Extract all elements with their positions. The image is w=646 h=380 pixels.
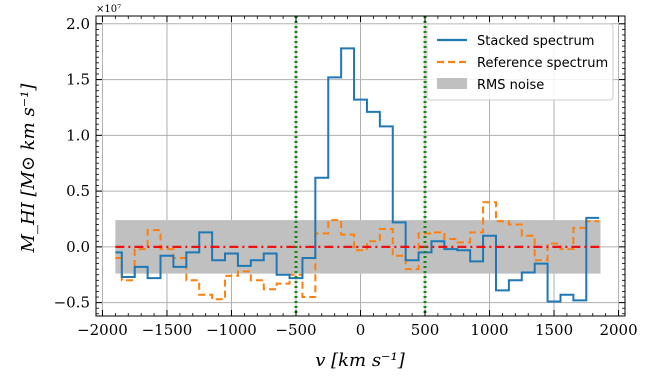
legend-label-rms: RMS noise <box>477 78 544 93</box>
legend-label-stacked: Stacked spectrum <box>477 34 594 49</box>
y-axis-label: M_HI [M⊙ km s⁻¹] <box>18 83 39 254</box>
legend-swatch-rms <box>437 78 467 89</box>
stacked-spectrum-line <box>115 47 600 303</box>
x-tick-label: −1500 <box>142 321 193 339</box>
y-tick-label: 1.0 <box>66 126 90 144</box>
x-axis-label: v [km s⁻¹] <box>315 350 406 371</box>
x-tick-label: 2000 <box>599 321 637 339</box>
ticks: −2000 −1500 −1000 −500 0 500 1000 1500 2000 −0.5 0… <box>54 15 638 339</box>
x-tick-label: 1000 <box>470 321 508 339</box>
legend-label-reference: Reference spectrum <box>477 56 608 71</box>
x-tick-label: 0 <box>356 321 366 339</box>
x-tick-label: 500 <box>411 321 440 339</box>
y-tick-label: −0.5 <box>54 294 90 312</box>
x-tick-label: −500 <box>275 321 316 339</box>
reference-lines-layer <box>115 16 601 316</box>
y-multiplier-label: ×10⁷ <box>96 4 121 15</box>
legend-box <box>426 23 614 101</box>
x-tick-label: 1500 <box>535 321 573 339</box>
y-tick-label: 1.5 <box>66 71 90 89</box>
x-tick-label: −2000 <box>77 321 128 339</box>
y-tick-label: 2.0 <box>66 15 90 33</box>
series-layer <box>115 47 600 303</box>
x-tick-label: −1000 <box>206 321 257 339</box>
y-tick-label: 0.5 <box>66 182 90 200</box>
reference-spectrum-line <box>115 201 600 301</box>
legend: Stacked spectrum Reference spectrum RMS … <box>426 23 614 101</box>
y-tick-label: 0.0 <box>66 238 90 256</box>
